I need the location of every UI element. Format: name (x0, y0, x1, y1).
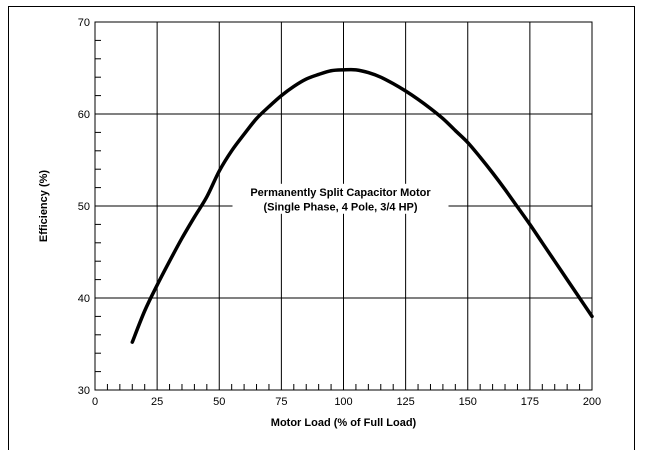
x-tick-label: 125 (396, 396, 414, 408)
x-tick-label: 100 (334, 396, 352, 408)
y-tick-labels: 30 40 50 60 70 (78, 17, 90, 397)
efficiency-curve (130, 67, 594, 344)
x-tick-label: 25 (151, 396, 163, 408)
annotation-line-1: Permanently Split Capacitor Motor (250, 187, 431, 199)
x-tick-label: 75 (275, 396, 287, 408)
annotation-line-2: (Single Phase, 4 Pole, 3/4 HP) (263, 202, 417, 214)
x-tick-label: 200 (583, 396, 601, 408)
plot-area-border (94, 21, 593, 391)
y-tick-label: 50 (78, 201, 90, 213)
figure-frame: 0 25 50 75 100 125 150 175 200 30 40 50 60 70 Perman… (8, 6, 635, 450)
y-tick-label: 70 (78, 17, 90, 29)
x-tick-label: 150 (459, 396, 477, 408)
y-tick-label: 40 (78, 293, 90, 305)
efficiency-chart: 0 25 50 75 100 125 150 175 200 30 40 50 60 70 Perman… (38, 17, 601, 429)
x-tick-label: 175 (521, 396, 539, 408)
x-axis-label: Motor Load (% of Full Load) (271, 417, 417, 429)
y-tick-label: 60 (78, 109, 90, 121)
x-tick-label: 0 (92, 396, 98, 408)
annotation-background (232, 183, 449, 214)
x-tick-labels: 0 25 50 75 100 125 150 175 200 (92, 396, 601, 408)
x-tick-label: 50 (213, 396, 225, 408)
minor-ticks (95, 39, 581, 390)
y-tick-label: 30 (78, 385, 90, 397)
y-axis-label: Efficiency (%) (38, 170, 50, 242)
